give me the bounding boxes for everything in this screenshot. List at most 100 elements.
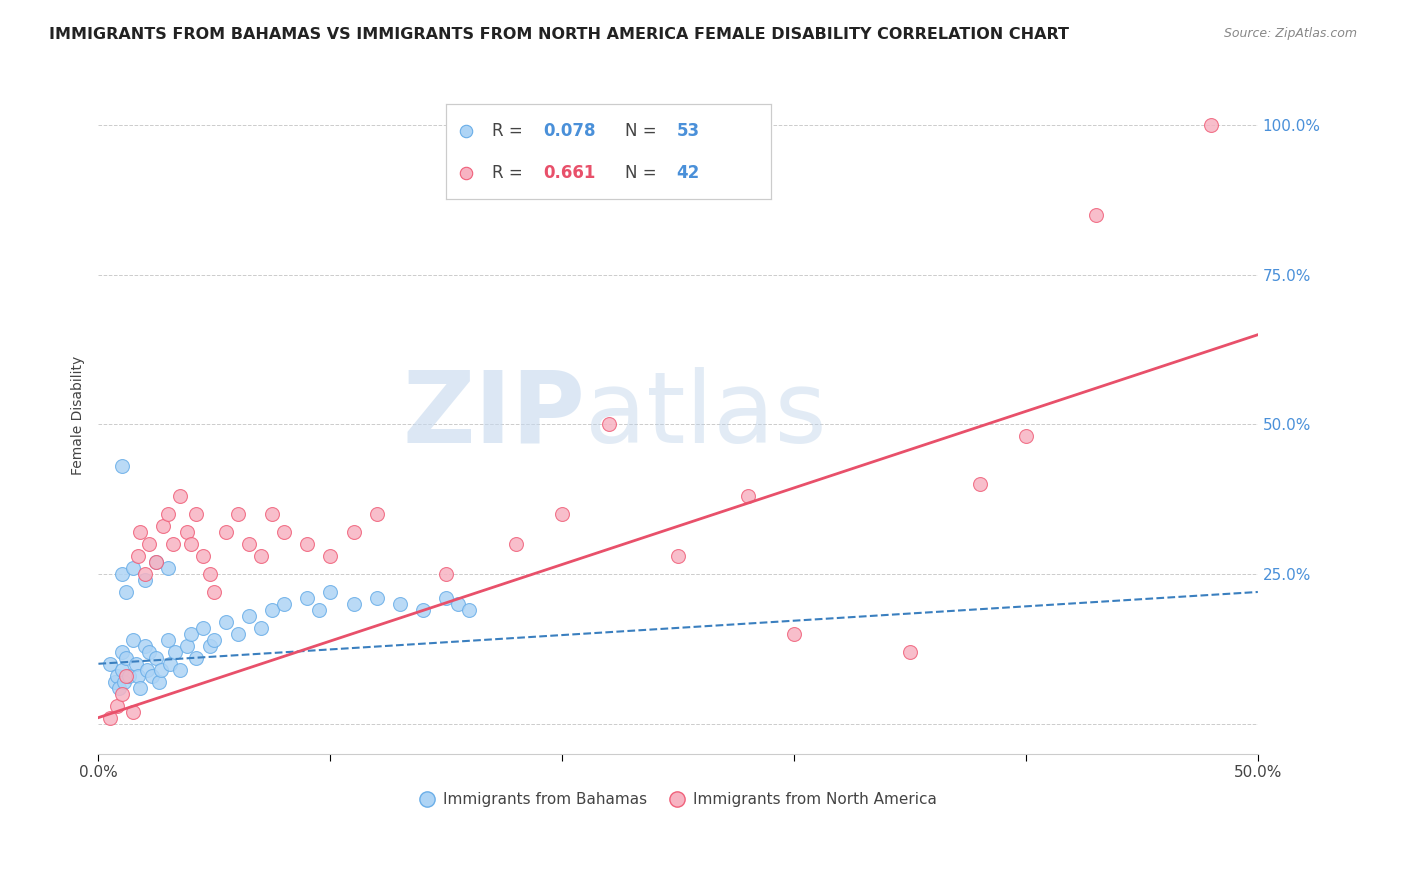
Point	[598, 417, 620, 432]
Point	[1015, 429, 1038, 443]
Point	[108, 681, 131, 695]
Point	[115, 669, 138, 683]
Point	[1084, 208, 1107, 222]
Point	[111, 567, 134, 582]
Point	[458, 603, 481, 617]
Point	[215, 525, 238, 540]
Y-axis label: Female Disability: Female Disability	[72, 356, 86, 475]
Point	[129, 681, 152, 695]
Point	[737, 489, 759, 503]
Point	[412, 603, 434, 617]
Point	[388, 597, 411, 611]
Point	[169, 489, 191, 503]
Text: IMMIGRANTS FROM BAHAMAS VS IMMIGRANTS FROM NORTH AMERICA FEMALE DISABILITY CORRE: IMMIGRANTS FROM BAHAMAS VS IMMIGRANTS FR…	[49, 27, 1069, 42]
Point	[169, 663, 191, 677]
Point	[198, 639, 221, 653]
Point	[111, 687, 134, 701]
Point	[434, 591, 457, 605]
Point	[551, 507, 574, 521]
Point	[202, 585, 225, 599]
Point	[127, 549, 149, 563]
Point	[141, 669, 163, 683]
Point	[152, 519, 174, 533]
Point	[105, 669, 128, 683]
Point	[898, 645, 921, 659]
Point	[226, 627, 249, 641]
Point	[104, 674, 127, 689]
Point	[969, 477, 991, 491]
Point	[156, 507, 179, 521]
Point	[180, 627, 202, 641]
Point	[111, 645, 134, 659]
Text: ZIP: ZIP	[402, 367, 585, 464]
Point	[238, 537, 260, 551]
Point	[191, 621, 214, 635]
Point	[783, 627, 806, 641]
Point	[105, 698, 128, 713]
Point	[163, 645, 186, 659]
Text: atlas: atlas	[585, 367, 827, 464]
Point	[262, 603, 284, 617]
Point	[184, 650, 207, 665]
Point	[249, 549, 271, 563]
Point	[127, 669, 149, 683]
Point	[342, 597, 364, 611]
Point	[145, 650, 167, 665]
Point	[447, 597, 470, 611]
Point	[295, 537, 318, 551]
Point	[162, 537, 184, 551]
Point	[122, 561, 145, 575]
Point	[273, 597, 295, 611]
Point	[295, 591, 318, 605]
Point	[202, 632, 225, 647]
Point	[138, 537, 160, 551]
Point	[115, 650, 138, 665]
Point	[145, 555, 167, 569]
Point	[124, 657, 146, 671]
Point	[98, 657, 121, 671]
Point	[145, 555, 167, 569]
Point	[134, 567, 156, 582]
Point	[215, 615, 238, 629]
Point	[262, 507, 284, 521]
Legend: Immigrants from Bahamas, Immigrants from North America: Immigrants from Bahamas, Immigrants from…	[413, 786, 942, 814]
Point	[148, 674, 170, 689]
Point	[176, 525, 198, 540]
Point	[98, 711, 121, 725]
Point	[111, 663, 134, 677]
Point	[156, 561, 179, 575]
Point	[434, 567, 457, 582]
Point	[249, 621, 271, 635]
Point	[342, 525, 364, 540]
Point	[180, 537, 202, 551]
Point	[184, 507, 207, 521]
Point	[226, 507, 249, 521]
Point	[117, 669, 139, 683]
Point	[366, 591, 388, 605]
Text: Source: ZipAtlas.com: Source: ZipAtlas.com	[1223, 27, 1357, 40]
Point	[150, 663, 173, 677]
Point	[198, 567, 221, 582]
Point	[134, 573, 156, 587]
Point	[156, 632, 179, 647]
Point	[319, 549, 342, 563]
Point	[666, 549, 689, 563]
Point	[122, 632, 145, 647]
Point	[319, 585, 342, 599]
Point	[134, 639, 156, 653]
Point	[1201, 118, 1223, 132]
Point	[273, 525, 295, 540]
Point	[308, 603, 330, 617]
Point	[138, 645, 160, 659]
Point	[112, 674, 135, 689]
Point	[111, 459, 134, 474]
Point	[129, 525, 152, 540]
Point	[505, 537, 527, 551]
Point	[159, 657, 181, 671]
Point	[238, 608, 260, 623]
Point	[191, 549, 214, 563]
Point	[122, 705, 145, 719]
Point	[176, 639, 198, 653]
Point	[366, 507, 388, 521]
Point	[115, 585, 138, 599]
